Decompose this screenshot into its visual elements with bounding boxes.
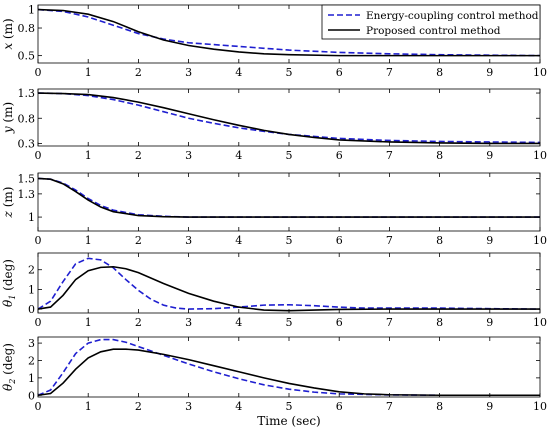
x-tick-label: 9 xyxy=(486,66,493,79)
x-tick-label: 9 xyxy=(486,149,493,162)
y-axis-label: y (m) xyxy=(1,102,15,134)
panel-2: 0 1 2 3 4 5 6 7 8 9 10 0.3 0.8 1.3y (m) xyxy=(1,87,547,162)
y-tick-label: 1.5 xyxy=(18,172,36,185)
x-axis-label: Time (sec) xyxy=(257,414,320,428)
y-axis-label: θ2 (deg) xyxy=(1,343,17,391)
x-tick-label: 1 xyxy=(85,149,92,162)
x-tick-label: 1 xyxy=(85,234,92,247)
x-tick-label: 10 xyxy=(533,316,547,329)
energy-coupling-line-panel-2 xyxy=(38,92,540,144)
x-tick-label: 10 xyxy=(533,66,547,79)
x-tick-label: 1 xyxy=(85,400,92,413)
x-tick-label: 8 xyxy=(436,400,443,413)
x-tick-label: 4 xyxy=(235,66,242,79)
x-tick-label: 5 xyxy=(286,400,293,413)
x-tick-label: 9 xyxy=(486,234,493,247)
x-tick-label: 8 xyxy=(436,316,443,329)
x-tick-label: 2 xyxy=(135,400,142,413)
x-tick-label: 8 xyxy=(436,66,443,79)
x-tick-label: 2 xyxy=(135,234,142,247)
y-tick-label: 3 xyxy=(28,337,35,350)
x-tick-label: 3 xyxy=(185,400,192,413)
y-tick-label: 1 xyxy=(28,211,35,224)
y-tick-label: 1 xyxy=(28,4,35,17)
x-tick-label: 4 xyxy=(235,149,242,162)
x-tick-label: 4 xyxy=(235,316,242,329)
x-tick-label: 0 xyxy=(35,316,42,329)
panel-5: 0 1 2 3 4 5 6 7 8 9 10 0 1 2 3 θ2 (deg) Time (sec) xyxy=(1,336,547,428)
y-axis-label: θ1 (deg) xyxy=(1,259,17,307)
axes-box-panel-5 xyxy=(37,336,541,398)
x-tick-label: 4 xyxy=(235,234,242,247)
y-tick-label: 1.3 xyxy=(18,87,36,100)
x-tick-label: 7 xyxy=(386,234,393,247)
legend: Energy-coupling control method Proposed c… xyxy=(321,4,541,40)
x-tick-label: 3 xyxy=(185,316,192,329)
x-tick-label: 0 xyxy=(35,149,42,162)
x-tick-label: 8 xyxy=(436,149,443,162)
y-tick-label: 1 xyxy=(28,372,35,385)
x-tick-label: 6 xyxy=(336,66,343,79)
y-tick-label: 0.5 xyxy=(18,50,36,63)
y-tick-label: 0.8 xyxy=(18,112,36,125)
x-tick-label: 5 xyxy=(286,149,293,162)
legend-entry: Proposed control method xyxy=(366,25,501,37)
x-tick-label: 1 xyxy=(85,66,92,79)
x-tick-label: 1 xyxy=(85,316,92,329)
x-tick-label: 5 xyxy=(286,66,293,79)
x-tick-label: 7 xyxy=(386,66,393,79)
x-tick-label: 2 xyxy=(135,66,142,79)
y-tick-label: 0 xyxy=(28,389,35,402)
x-tick-label: 6 xyxy=(336,234,343,247)
y-tick-label: 0.8 xyxy=(18,22,36,35)
x-tick-label: 0 xyxy=(35,66,42,79)
x-tick-label: 0 xyxy=(35,400,42,413)
x-tick-label: 6 xyxy=(336,400,343,413)
y-tick-label: 0 xyxy=(28,303,35,316)
energy-coupling-line-panel-1 xyxy=(38,8,540,57)
y-axis-label: x (m) xyxy=(1,18,15,49)
x-tick-label: 6 xyxy=(336,316,343,329)
axes-box-panel-3 xyxy=(37,172,541,232)
x-tick-label: 2 xyxy=(135,149,142,162)
proposed-line-panel-4 xyxy=(38,265,540,312)
y-tick-label: 2 xyxy=(28,354,35,367)
x-tick-label: 10 xyxy=(533,234,547,247)
energy-coupling-line-panel-5 xyxy=(38,338,540,397)
x-tick-label: 3 xyxy=(185,149,192,162)
x-tick-label: 9 xyxy=(486,316,493,329)
y-axis-label: z (m) xyxy=(1,187,15,219)
x-tick-label: 8 xyxy=(436,234,443,247)
panel-1: 0 1 2 3 4 5 6 7 8 9 10 0.5 0.8 1 x (m) Energy-coupling … xyxy=(1,4,547,79)
x-tick-label: 5 xyxy=(286,234,293,247)
y-tick-label: 0.3 xyxy=(18,137,36,150)
legend-entry: Energy-coupling control method xyxy=(366,10,539,22)
x-tick-label: 2 xyxy=(135,316,142,329)
x-tick-label: 10 xyxy=(533,400,547,413)
energy-coupling-line-panel-4 xyxy=(38,257,540,310)
y-tick-label: 2 xyxy=(28,264,35,277)
x-tick-label: 9 xyxy=(486,400,493,413)
x-tick-label: 7 xyxy=(386,149,393,162)
y-tick-label: 1.3 xyxy=(18,188,36,201)
x-tick-label: 3 xyxy=(185,234,192,247)
x-tick-label: 7 xyxy=(386,400,393,413)
proposed-line-panel-5 xyxy=(38,348,540,397)
x-tick-label: 10 xyxy=(533,149,547,162)
x-tick-label: 3 xyxy=(185,66,192,79)
y-tick-label: 1 xyxy=(28,283,35,296)
proposed-line-panel-1 xyxy=(38,8,540,57)
x-tick-label: 4 xyxy=(235,400,242,413)
x-tick-label: 5 xyxy=(286,316,293,329)
proposed-line-panel-2 xyxy=(38,92,540,145)
panel-4: 0 1 2 3 4 5 6 7 8 9 10 0 1 2 θ1 (deg) xyxy=(1,252,547,329)
x-tick-label: 7 xyxy=(386,316,393,329)
x-tick-label: 6 xyxy=(336,149,343,162)
x-tick-label: 0 xyxy=(35,234,42,247)
proposed-line-panel-3 xyxy=(38,177,540,218)
